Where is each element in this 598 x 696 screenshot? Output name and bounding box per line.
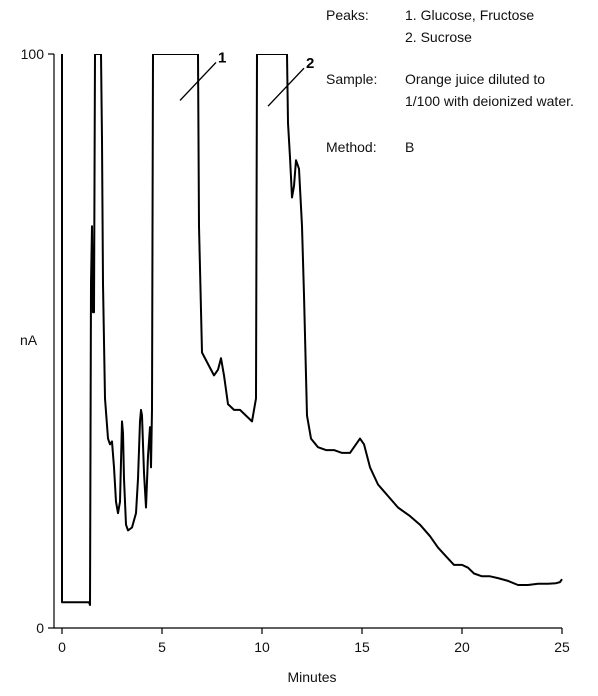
sample-line-2: 1/100 with deionized water.	[405, 93, 574, 109]
x-axis-label: Minutes	[287, 669, 336, 685]
x-tick-label: 0	[58, 639, 66, 655]
peak-marker-line	[267, 67, 305, 107]
method-value: B	[405, 139, 414, 155]
y-tick-label: 100	[21, 46, 45, 62]
y-axis-label: nA	[20, 332, 38, 348]
x-tick-label: 20	[454, 639, 470, 655]
peak-marker-line	[179, 61, 217, 101]
info-panel: Peaks: 1. Glucose, Fructose 2. Sucrose S…	[326, 7, 574, 155]
sample-line-1: Orange juice diluted to	[405, 71, 545, 87]
x-tick-label: 10	[254, 639, 270, 655]
x-ticks: 0 5 10 15 20 25	[58, 628, 570, 655]
peak-marker-label: 1	[218, 49, 226, 66]
chromatogram-trace	[61, 54, 563, 606]
x-tick-label: 5	[158, 639, 166, 655]
method-label: Method:	[326, 139, 377, 155]
x-tick-label: 15	[354, 639, 370, 655]
x-tick-label: 25	[554, 639, 570, 655]
y-ticks: 0 100	[21, 46, 54, 636]
peaks-label: Peaks:	[326, 7, 369, 23]
peak-marker-label: 2	[306, 55, 314, 72]
peaks-line-2: 2. Sucrose	[405, 29, 472, 45]
y-tick-label: 0	[36, 620, 44, 636]
peaks-line-1: 1. Glucose, Fructose	[405, 7, 534, 23]
sample-label: Sample:	[326, 71, 377, 87]
